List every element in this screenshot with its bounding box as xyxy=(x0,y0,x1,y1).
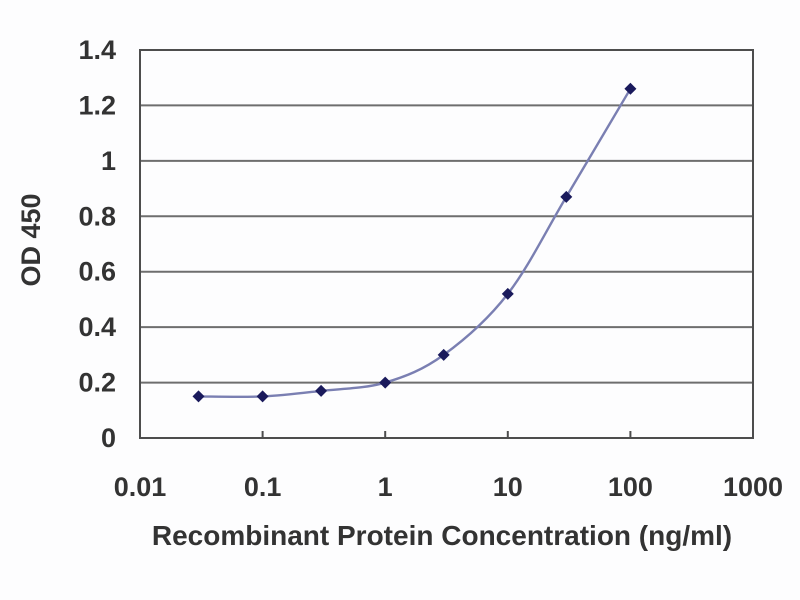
data-point-marker xyxy=(624,82,637,95)
data-point-marker xyxy=(437,348,450,361)
x-axis-title: Recombinant Protein Concentration (ng/ml… xyxy=(151,520,733,551)
x-tick-label: 10 xyxy=(493,472,523,502)
y-tick-label: 0.4 xyxy=(78,312,116,342)
x-tick-label: 0.1 xyxy=(244,472,282,502)
data-point-marker xyxy=(379,376,392,389)
data-point-marker xyxy=(560,190,573,203)
data-point-marker xyxy=(256,390,269,403)
plot-frame xyxy=(139,49,754,439)
x-tick-label: 1000 xyxy=(723,472,783,502)
y-tick-label: 0.2 xyxy=(78,368,116,398)
data-point-marker xyxy=(501,287,514,300)
y-tick-label: 0 xyxy=(101,423,116,453)
y-tick-label: 1.2 xyxy=(78,90,116,120)
x-tick-label: 100 xyxy=(608,472,653,502)
data-point-marker xyxy=(315,384,328,397)
y-axis-title: OD 450 xyxy=(16,193,46,287)
y-tick-label: 1 xyxy=(101,146,116,176)
plot-background xyxy=(140,50,753,438)
x-tick-label: 0.01 xyxy=(114,472,167,502)
y-tick-label: 0.6 xyxy=(78,257,116,287)
data-point-marker xyxy=(192,390,205,403)
y-tick-label: 0.8 xyxy=(78,201,116,231)
y-tick-label: 1.4 xyxy=(78,35,116,65)
x-tick-label: 1 xyxy=(378,472,393,502)
